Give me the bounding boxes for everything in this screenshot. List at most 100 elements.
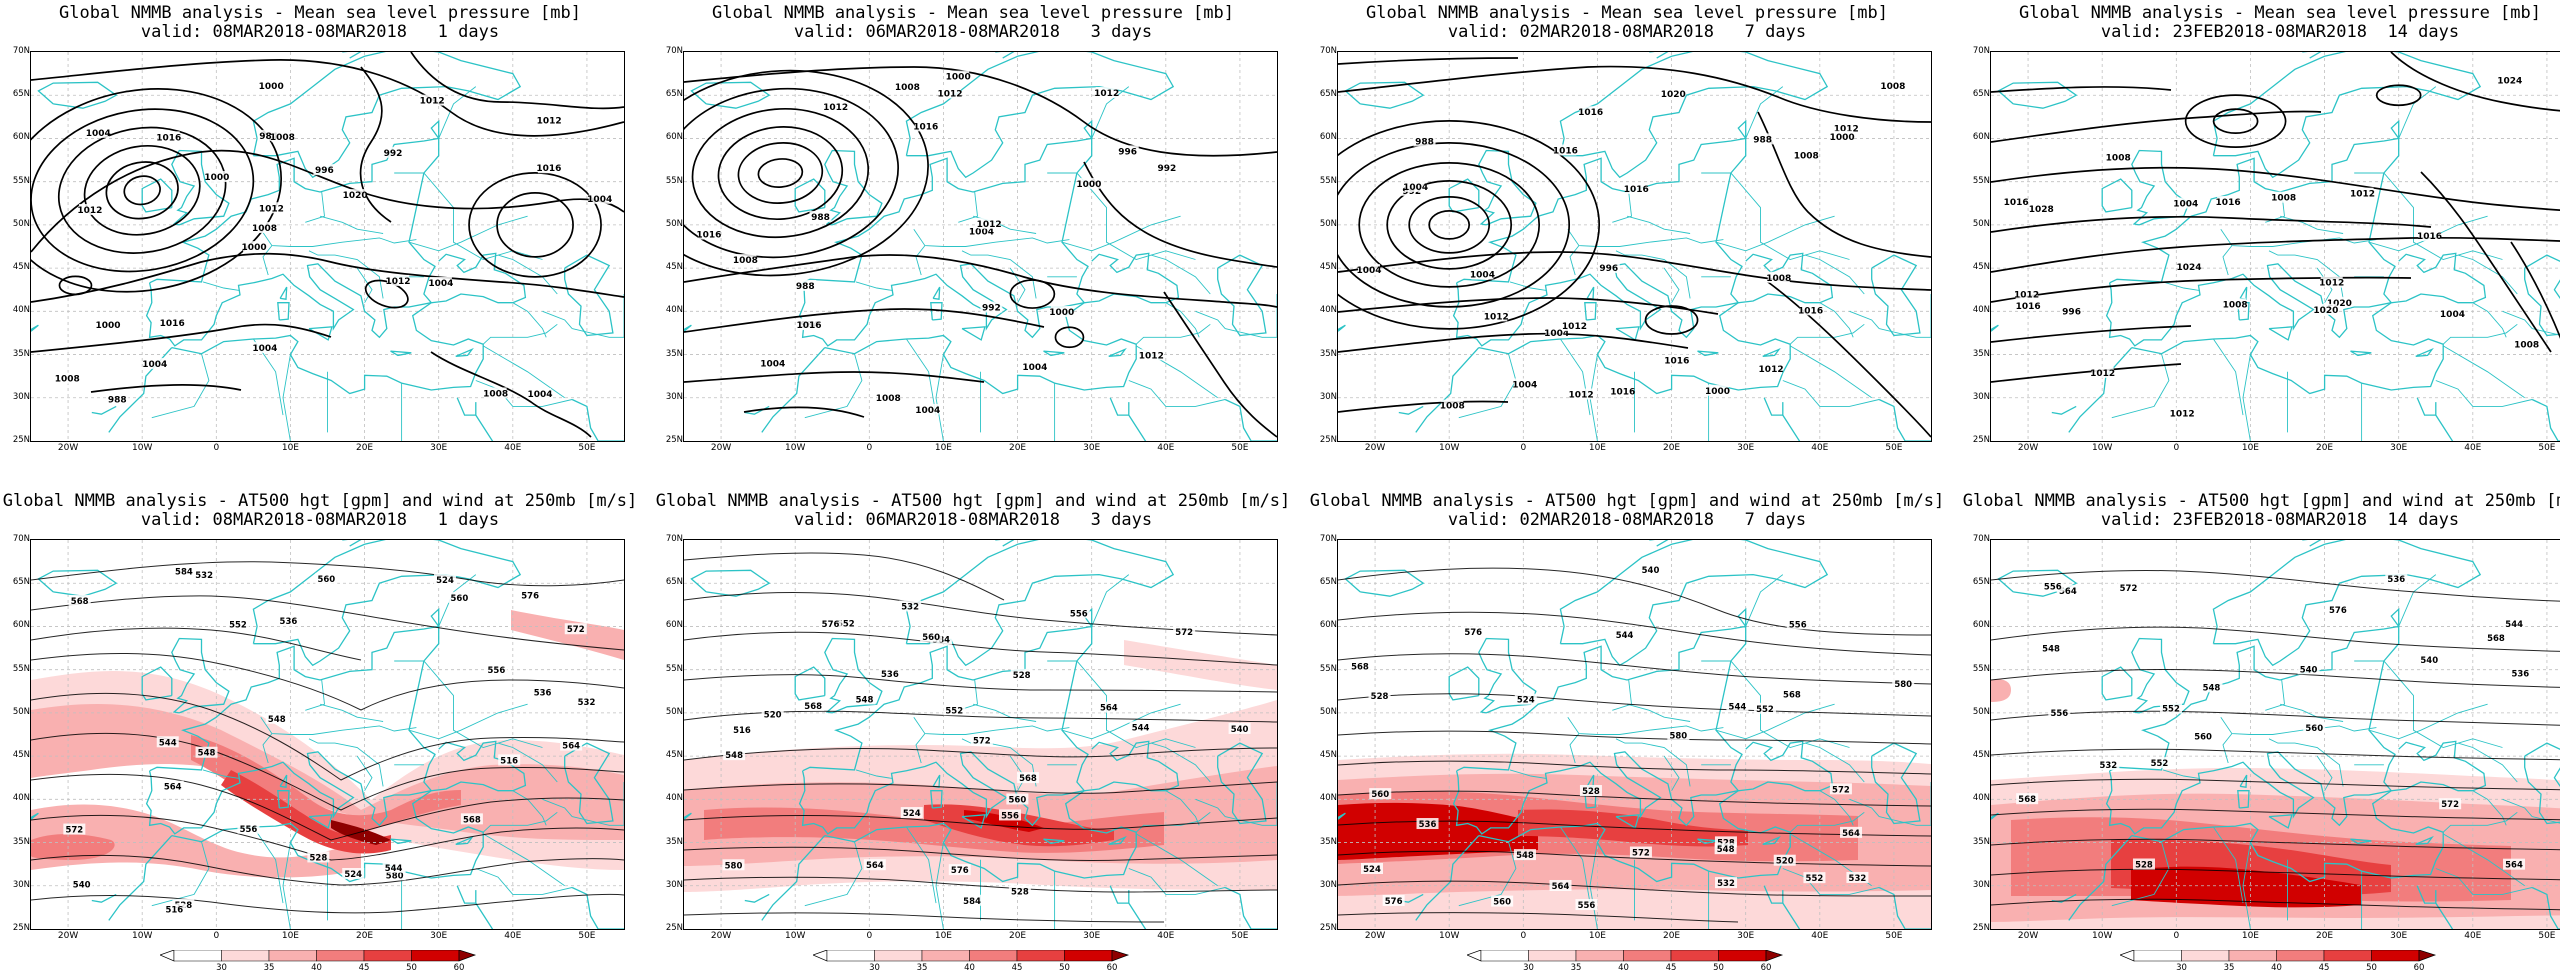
geopotential-contours [1991,569,2560,911]
contour-value-label: 1012 [1759,365,1784,375]
coastlines [1338,540,1931,929]
contour-labels: 5165245285325165285245325405365445485525… [63,565,598,916]
z500-panel-3: Global NMMB analysis - AT500 hgt [gpm] a… [1307,488,1947,973]
contour-value-label: 988 [811,213,830,223]
longitude-tick-label: 30E [430,931,448,941]
longitude-tick-label: 10E [2241,931,2259,941]
contour-value-label: 532 [195,571,213,581]
contour-value-label: 1008 [876,394,901,404]
contour-value-label: 524 [1517,696,1535,706]
contour-value-label: 1000 [946,73,971,83]
contour-value-label: 1012 [77,206,102,216]
latitude-tick-label: 30N [1319,391,1337,402]
colorbar-tick-label: 30 [1523,963,1534,973]
contour-value-label: 568 [2018,795,2036,805]
panel-title: Global NMMB analysis - Mean sea level pr… [2019,3,2541,23]
contour-value-label: 1012 [1569,391,1594,401]
contour-value-label: 1004 [1403,183,1428,193]
contour-value-label: 536 [2387,575,2405,585]
contour-value-label: 548 [2042,645,2060,655]
wind-colorbar: 30 35 40 45 50 60 [812,949,1143,973]
contour-value-label: 1004 [1356,266,1381,276]
contour-value-label: 564 [2059,587,2077,597]
colorbar-tick-label: 35 [2223,963,2235,973]
colorbar-tick-label: 30 [216,963,227,973]
panel-valid-period: valid: 02MAR2018-08MAR2018 7 days [1447,510,1807,530]
contour-value-label: 1008 [1880,82,1905,92]
contour-value-label: 528 [1582,787,1600,797]
contour-value-label: 1000 [242,243,267,253]
contour-value-label: 544 [1132,723,1150,733]
contour-value-label: 1016 [1610,387,1635,397]
contour-value-label: 556 [1578,901,1596,911]
contour-value-label: 568 [1019,774,1037,784]
contour-value-label: 1008 [895,83,920,93]
panel-title: Global NMMB analysis - Mean sea level pr… [59,3,581,23]
colorbar-tick-label: 50 [2366,963,2377,973]
contour-value-label: 1012 [1562,322,1587,332]
colorbar-swatch [2276,949,2325,962]
longitude-tick-label: 0 [2173,931,2180,941]
contour-value-label: 564 [562,742,580,752]
contour-value-label: 1020 [1661,90,1686,100]
latitude-tick-label: 60N [12,132,30,143]
panel-title: Global NMMB analysis - AT500 hgt [gpm] a… [655,491,1291,511]
panel-valid-period: valid: 23FEB2018-08MAR2018 14 days [2100,510,2460,530]
longitude-tick-label: 10E [1588,443,1606,453]
contour-value-label: 1008 [1794,152,1819,162]
contour-value-label: 1020 [2327,299,2352,309]
contour-value-label: 576 [822,620,840,630]
longitude-tick-label: 10W [785,931,806,941]
latitude-tick-label: 50N [1319,706,1337,717]
contour-value-label: 572 [567,625,585,635]
contour-labels: 540 536 528 532 536 540 544 548 552 556 560 564 568 5… [2016,573,2532,871]
latitude-tick-label: 55N [12,175,30,186]
longitude-tick-label: 20E [2315,931,2334,941]
colorbar-swatch [2181,949,2230,962]
longitude-tick-label: 0 [213,443,220,453]
latitude-tick-label: 45N [12,750,30,761]
contour-labels: 524 528 532 520 524 528 536 532 540 544 548 552 556 5… [1348,564,1915,911]
colorbar-swatch [268,949,317,962]
longitude-tick-label: 20W [57,443,79,453]
longitude-tick-label: 20W [2017,443,2039,453]
latitude-tick-label: 50N [1319,218,1337,229]
contour-value-label: 988 [108,395,127,405]
contour-value-label: 564 [866,861,884,871]
latitude-tick-label: 60N [1319,620,1337,631]
latitude-tick-label: 70N [12,46,30,56]
geopotential-contours [31,561,624,914]
longitude-tick-label: 20W [1364,443,1386,453]
latitude-tick-label: 50N [12,218,30,229]
contour-value-label: 532 [2099,761,2117,771]
contour-value-label: 540 [73,880,91,890]
latitude-tick-label: 25N [12,435,30,445]
contour-value-label: 1012 [938,89,963,99]
map-plot-area: 1020 1028 1024 1020 1024 1016 1016 1012 1004 1008… [1990,51,2560,442]
contour-value-label: 1012 [1094,89,1119,99]
contour-value-label: 580 [386,871,404,881]
contour-value-label: 536 [1419,820,1437,830]
contour-value-label: 544 [1729,702,1747,712]
contour-value-label: 548 [198,749,216,759]
contour-value-label: 560 [2305,724,2323,734]
longitude-tick-label: 20E [355,931,374,941]
contour-value-label: 1000 [204,173,229,183]
colorbar-tick-label: 45 [1665,963,1677,973]
longitude-tick-label: 0 [866,931,873,941]
latitude-tick-label: 30N [665,879,683,890]
panel-valid-period: valid: 08MAR2018-08MAR2018 1 days [140,22,500,42]
wind-speed-shading [191,735,461,834]
contour-value-label: 540 [2300,665,2318,675]
contour-value-label: 544 [1616,631,1634,641]
contour-value-label: 1004 [527,390,552,400]
latitude-tick-label: 25N [1972,435,1990,445]
colorbar-tick-label: 40 [311,963,322,973]
latitude-tick-label: 25N [1972,923,1990,933]
contour-value-label: 528 [2135,861,2153,871]
contour-value-label: 1004 [1512,380,1537,390]
contour-value-label: 556 [1789,620,1807,630]
contour-value-label: 552 [837,620,855,630]
contour-value-label: 1004 [1470,270,1495,280]
longitude-tick-label: 10E [281,443,299,453]
